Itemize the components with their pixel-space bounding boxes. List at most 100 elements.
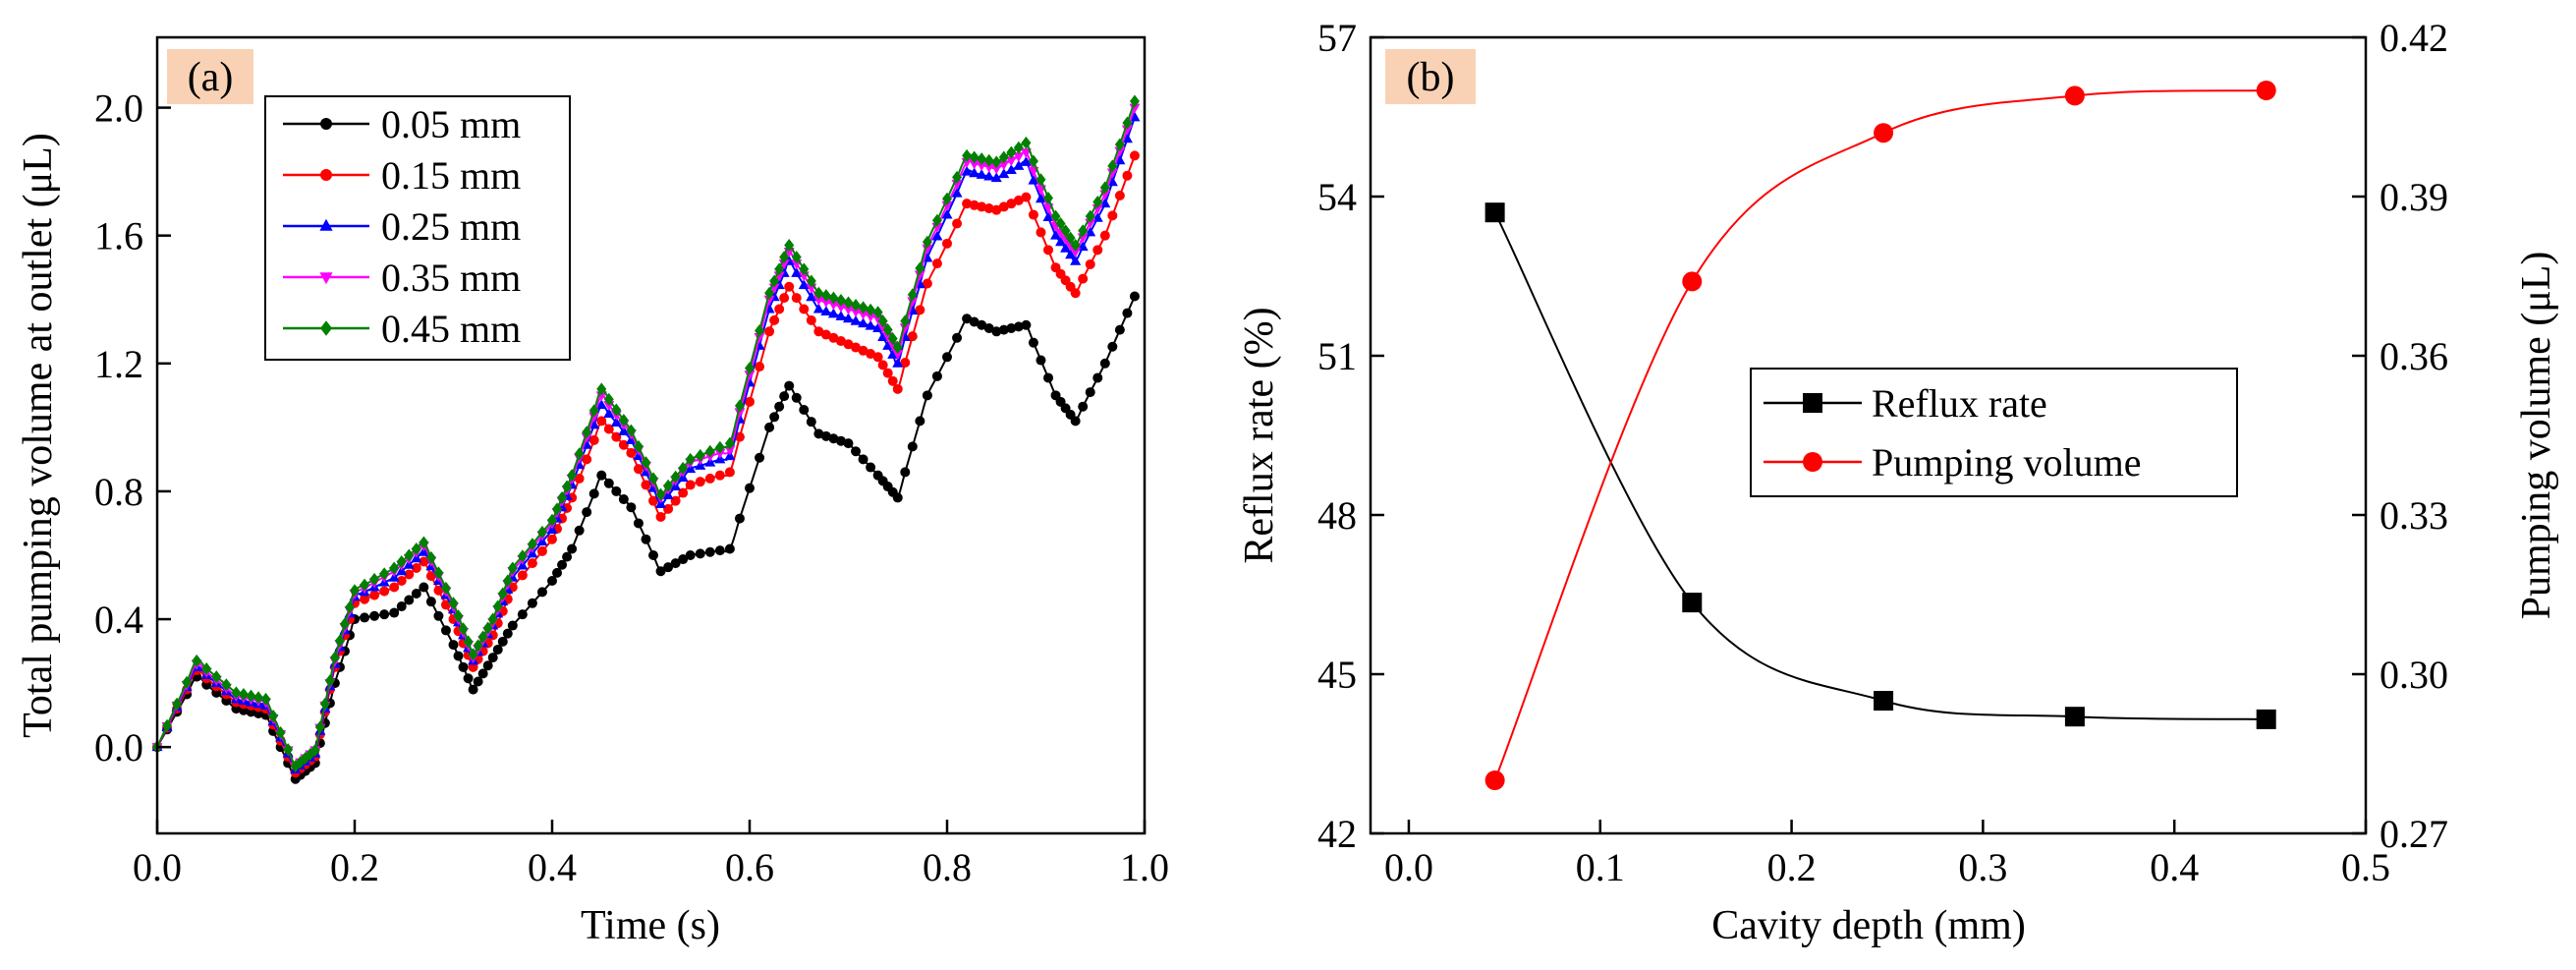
chart-a-data-point [425,550,436,564]
chart-a-data-point [784,238,795,252]
chart-a-data-point [1129,111,1141,122]
chart-a-data-point [784,380,795,391]
chart-a-data-point [769,412,780,423]
chart-a-data-point [547,576,557,587]
chart-a-data-point [517,609,528,620]
chart-a-data-point [655,487,666,501]
chart-a-data-point [813,326,824,337]
chart-a-data-point [962,314,973,324]
chart-a-data-point [678,461,689,475]
chart-b-x-tick-label: 0.4 [2150,845,2199,889]
chart-a-legend-label: 0.35 mm [381,256,521,300]
chart-a-data-point [1043,191,1054,204]
chart-a-data-point [892,383,903,394]
chart-a-data-point [1070,288,1081,299]
chart-a-data-point [1114,191,1125,201]
chart-a-data-point [791,392,802,403]
chart-a-data-point [562,480,573,493]
chart-a-data-point [1099,181,1110,195]
chart-a-data-point [588,488,599,499]
chart-a-data-point [866,303,876,316]
chart-b-x-tick-label: 0.2 [1767,845,1817,889]
chart-a-data-point [1006,145,1017,159]
chart-a-data-point [998,150,1009,164]
chart-a-data-point [858,317,869,328]
chart-a-data-point [482,660,493,671]
chart-a-data-point [872,352,883,363]
chart-a-data-point [942,238,952,249]
chart-a-data-point [1060,224,1071,238]
chart-a-data-point [329,651,340,664]
chart-a-data-point [734,513,745,524]
chart-a-data-point [900,467,911,478]
chart-a-data-point [536,587,547,598]
chart-a-data-point [931,371,942,381]
chart-a-data-point [843,296,854,310]
chart-a-data-point [379,586,390,597]
chart-a-data-point [468,648,478,661]
chart-a-data-point [582,426,592,439]
chart-a-data-point [389,607,400,618]
chart-a-data-point [1122,308,1133,318]
chart-a-data-point [931,230,943,241]
chart-b-series-1 [1484,81,2276,790]
chart-a-data-point [998,201,1009,212]
chart-a-data-point [482,621,493,635]
chart-a-data-point [998,168,1010,179]
chart-a-data-point [914,270,925,281]
chart-a-data-point [369,610,380,621]
chart-a-legend-marker [319,218,333,231]
chart-a-data-point [641,456,651,470]
chart-a-data-point [1013,159,1025,170]
chart-a-data-point [1078,273,1089,284]
chart-a-data-point [527,558,537,569]
chart-b-frame [1369,35,2368,835]
chart-a-frame [155,35,1147,835]
chart-a-data-point [1013,321,1024,332]
chart-b-plot-area [1484,81,2276,790]
chart-a-data-point [872,306,883,319]
chart-a-data-point [820,289,831,303]
chart-a-data-point [221,678,232,692]
chart-a-data-point [820,430,831,441]
chart-a-data-point [552,502,563,516]
chart-a-data-point [1085,209,1095,223]
chart-a-data-point [283,743,294,757]
chart-a-data-point [670,470,681,484]
chart-a-data-point [344,600,355,614]
chart-a-data-point [1042,210,1054,221]
chart-b-series-0 [1484,202,2276,729]
chart-a-data-point [468,661,478,672]
chart-a-data-point [714,440,725,454]
chart-a-data-point [547,513,557,527]
chart-a-data-point [798,279,810,290]
chart-a-data-point [389,582,400,593]
chart-a-data-point [588,404,599,418]
chart-a-data-point [755,452,765,463]
chart-a-data-point [1055,216,1066,230]
chart-a-data-point [1021,319,1032,330]
chart-a-data-point [858,301,868,314]
chart-a-data-point [1114,138,1125,151]
chart-a-data-point [877,360,888,371]
chart-a-data-point [820,305,832,315]
chart-a-y-tick-label: 1.2 [94,342,143,386]
chart-a-data-point [172,697,183,711]
chart-a-data-point [433,610,444,621]
chart-a-legend-marker [320,320,332,336]
chart-a-panel-label: (a) [188,55,234,100]
chart-a-data-point [942,192,952,205]
chart-a-data-point [603,424,614,434]
chart-a-data-point [969,316,980,327]
chart-a-data-point [448,597,459,610]
chart-a-data-point [835,294,846,308]
chart-a-data-point [843,313,854,323]
chart-a-legend-items: 0.05 mm 0.15 mm 0.25 mm 0.35 mm 0.45 mm [283,102,521,351]
chart-a-data-point [962,199,973,209]
chart-a-data-point [1092,372,1103,383]
chart-a-data-point [714,448,726,459]
chart-a-data-point [1129,150,1140,161]
chart-a-data-point [764,326,775,337]
chart-a-data-point [858,345,868,356]
chart-a-data-point [754,332,765,343]
